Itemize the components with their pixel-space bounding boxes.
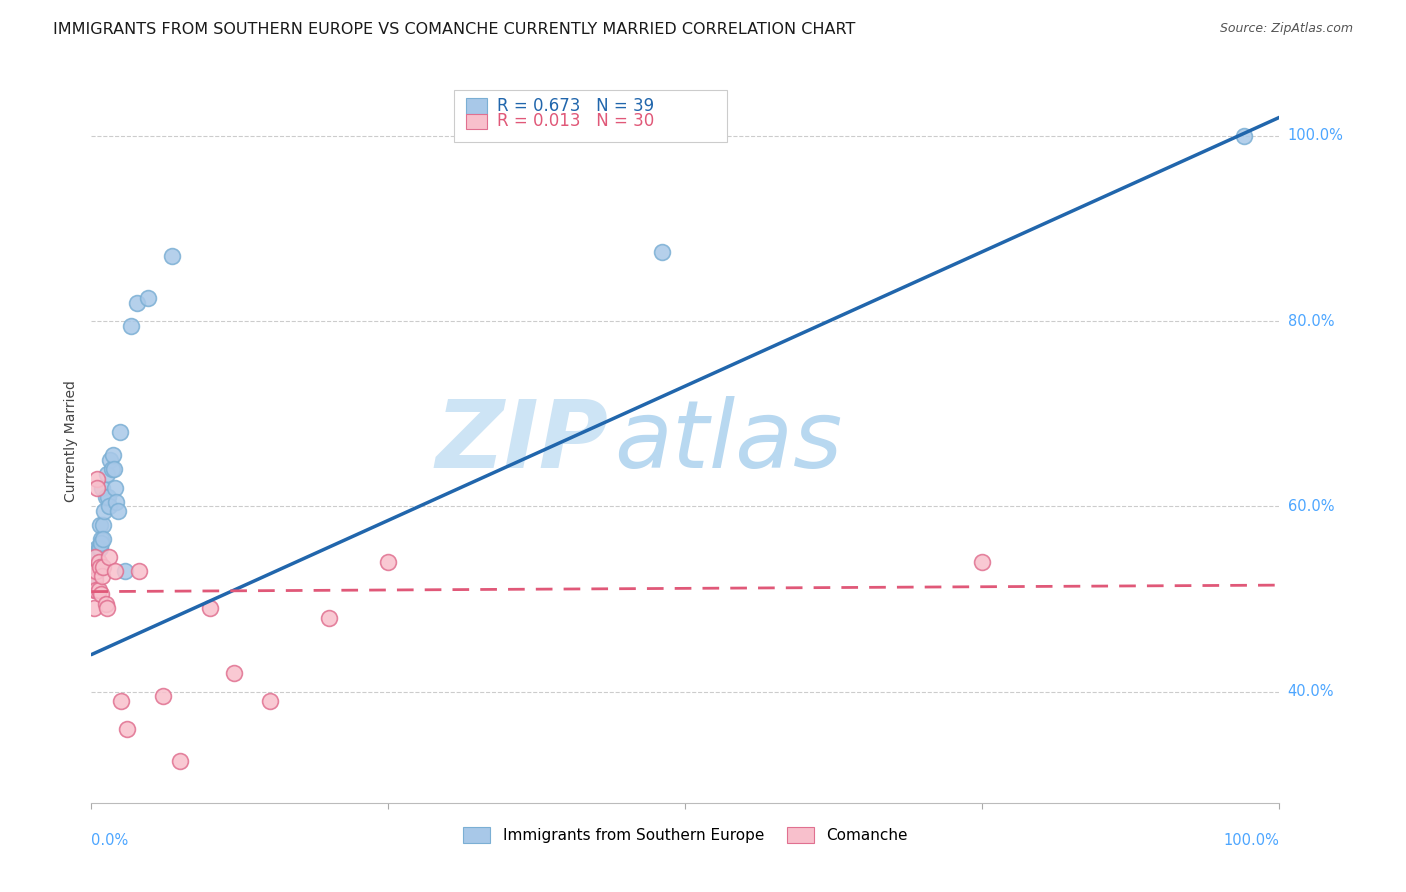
Point <box>120 318 142 333</box>
Point <box>318 610 340 624</box>
Point <box>138 291 160 305</box>
Point <box>93 504 115 518</box>
Point <box>200 601 222 615</box>
FancyBboxPatch shape <box>465 97 486 113</box>
Point <box>128 564 150 578</box>
Point <box>82 564 104 578</box>
Point <box>169 754 191 768</box>
Point <box>91 532 114 546</box>
Point <box>84 569 107 583</box>
Point <box>90 587 112 601</box>
Point <box>107 504 129 518</box>
Point <box>84 555 107 569</box>
Point <box>94 597 117 611</box>
Point <box>83 578 105 592</box>
Point <box>97 490 120 504</box>
Point <box>87 555 110 569</box>
Point <box>87 582 110 597</box>
Point <box>86 546 108 560</box>
Point <box>377 555 399 569</box>
Point <box>972 555 994 569</box>
Legend: Immigrants from Southern Europe, Comanche: Immigrants from Southern Europe, Comanch… <box>457 822 914 849</box>
Point <box>98 500 121 514</box>
Point <box>84 574 107 588</box>
Point <box>114 564 136 578</box>
Text: atlas: atlas <box>614 396 842 487</box>
Text: 0.0%: 0.0% <box>91 833 128 848</box>
Point <box>84 559 107 574</box>
Y-axis label: Currently Married: Currently Married <box>65 381 79 502</box>
Point <box>84 550 107 565</box>
Point <box>100 453 122 467</box>
Point <box>82 564 104 578</box>
Point <box>103 462 125 476</box>
Point <box>89 541 111 555</box>
Text: 80.0%: 80.0% <box>1288 314 1334 328</box>
Point <box>87 541 110 555</box>
Point <box>86 541 108 555</box>
Point <box>91 517 114 532</box>
Point <box>83 574 105 588</box>
Point <box>90 536 112 550</box>
Text: 60.0%: 60.0% <box>1288 499 1334 514</box>
Point <box>101 449 124 463</box>
Point <box>91 569 114 583</box>
Point <box>105 494 128 508</box>
Point <box>125 295 148 310</box>
Point <box>94 490 117 504</box>
Point <box>98 550 121 565</box>
FancyBboxPatch shape <box>454 90 727 142</box>
Text: ZIP: ZIP <box>436 395 609 488</box>
Text: Source: ZipAtlas.com: Source: ZipAtlas.com <box>1219 22 1353 36</box>
Text: 100.0%: 100.0% <box>1288 128 1344 144</box>
Point <box>89 517 111 532</box>
Point <box>90 532 112 546</box>
Point <box>91 481 114 495</box>
Point <box>89 559 111 574</box>
Point <box>84 550 107 565</box>
Point <box>115 722 138 736</box>
Point <box>110 694 132 708</box>
Point <box>108 425 131 440</box>
Point <box>91 559 114 574</box>
Point <box>651 244 673 259</box>
Point <box>259 694 281 708</box>
Point <box>104 481 127 495</box>
Point <box>100 462 122 476</box>
Point <box>87 559 110 574</box>
Point <box>104 564 127 578</box>
Text: R = 0.673   N = 39: R = 0.673 N = 39 <box>496 96 654 114</box>
Point <box>86 472 108 486</box>
Text: R = 0.013   N = 30: R = 0.013 N = 30 <box>496 112 654 130</box>
Point <box>152 690 174 704</box>
Text: 40.0%: 40.0% <box>1288 684 1334 699</box>
Point <box>84 564 107 578</box>
Point <box>96 467 118 481</box>
Point <box>96 601 118 615</box>
Point <box>222 666 245 681</box>
FancyBboxPatch shape <box>465 113 486 129</box>
Point <box>86 481 108 495</box>
Point <box>84 582 107 597</box>
Point <box>1233 128 1256 143</box>
Text: IMMIGRANTS FROM SOUTHERN EUROPE VS COMANCHE CURRENTLY MARRIED CORRELATION CHART: IMMIGRANTS FROM SOUTHERN EUROPE VS COMAN… <box>53 22 856 37</box>
Point <box>83 601 105 615</box>
Text: 100.0%: 100.0% <box>1223 833 1279 848</box>
Point <box>160 249 183 263</box>
Point <box>83 582 105 597</box>
Point <box>86 582 108 597</box>
